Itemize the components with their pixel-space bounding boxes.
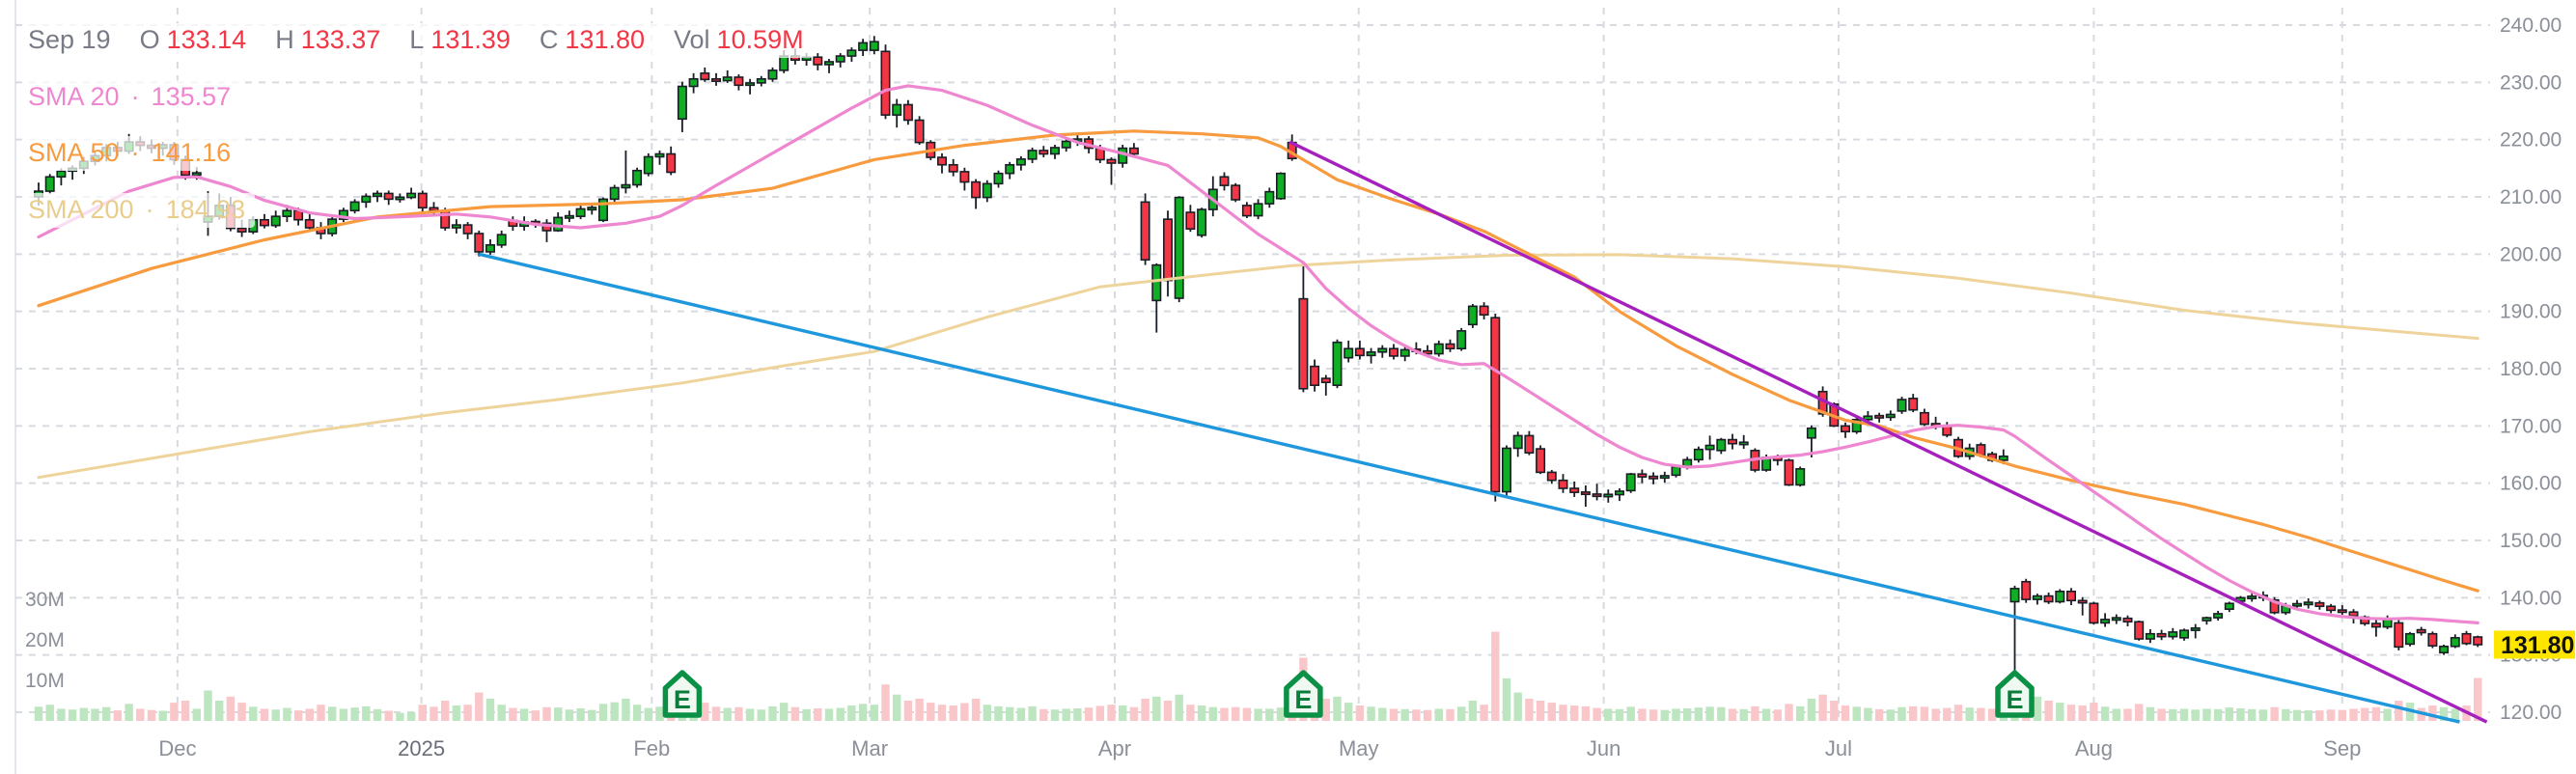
svg-text:Dec: Dec — [158, 736, 196, 760]
svg-text:Mar: Mar — [851, 736, 888, 760]
svg-text:2025: 2025 — [398, 736, 445, 760]
earnings-marker[interactable]: E — [662, 670, 703, 718]
svg-text:150.00: 150.00 — [2500, 530, 2562, 552]
legend-sma200-row[interactable]: SMA 200 · 184.93 — [25, 193, 256, 228]
price-axis-labels[interactable]: 240.00 230.00 220.00 210.00 200.00 190.00 180.… — [2500, 14, 2562, 724]
svg-text:30M: 30M — [25, 589, 65, 611]
volume-bars — [34, 631, 2482, 721]
sma50-line — [37, 129, 2479, 593]
earnings-marker[interactable]: E — [1284, 670, 1323, 718]
svg-text:120.00: 120.00 — [2500, 702, 2562, 724]
sma20-label: SMA 20 — [28, 81, 120, 111]
sma200-label: SMA 200 — [28, 195, 134, 225]
svg-text:E: E — [674, 685, 691, 714]
legend-sma20-row[interactable]: SMA 20 · 135.57 — [25, 79, 241, 115]
svg-text:190.00: 190.00 — [2500, 301, 2562, 323]
legend-volume: Vol 10.59M — [674, 25, 804, 54]
volume-axis-labels[interactable]: 30M 20M 10M — [25, 589, 65, 692]
trendline-downtrend-long[interactable] — [478, 252, 2460, 724]
legend-high: H 133.37 — [275, 25, 381, 54]
svg-text:210.00: 210.00 — [2500, 186, 2562, 208]
svg-text:Jul: Jul — [1825, 736, 1852, 760]
svg-text:10M: 10M — [25, 670, 65, 692]
time-axis-labels[interactable]: Dec 2025 Feb Mar Apr May Jun Jul Aug Sep — [158, 736, 2361, 760]
candles — [33, 36, 2483, 674]
sma50-value: 141.16 — [151, 138, 232, 168]
legend-date: Sep 19 — [28, 25, 111, 54]
svg-text:230.00: 230.00 — [2500, 71, 2562, 94]
sma20-value: 135.57 — [151, 81, 232, 111]
trendline-downtrend-steep[interactable] — [1288, 140, 2488, 724]
legend-ohlc-row[interactable]: Sep 19 O 133.14 H 133.37 L 131.39 C 131.… — [25, 23, 814, 58]
svg-text:220.00: 220.00 — [2500, 129, 2562, 152]
svg-text:Aug: Aug — [2075, 736, 2113, 760]
svg-text:Feb: Feb — [633, 736, 670, 760]
sma200-value: 184.93 — [165, 195, 246, 225]
svg-text:Apr: Apr — [1098, 736, 1131, 760]
svg-text:Sep: Sep — [2323, 736, 2361, 760]
svg-text:20M: 20M — [25, 629, 65, 651]
sma20-sep: · — [130, 81, 140, 111]
svg-text:140.00: 140.00 — [2500, 587, 2562, 609]
gridlines — [15, 8, 2490, 724]
sma20-line — [37, 84, 2479, 624]
svg-text:E: E — [1294, 685, 1312, 714]
svg-text:200.00: 200.00 — [2500, 243, 2562, 265]
earnings-marker[interactable]: E — [1995, 670, 2035, 718]
svg-text:May: May — [1339, 736, 1379, 760]
svg-text:180.00: 180.00 — [2500, 358, 2562, 380]
svg-text:Jun: Jun — [1587, 736, 1620, 760]
svg-text:160.00: 160.00 — [2500, 473, 2562, 495]
svg-text:240.00: 240.00 — [2500, 14, 2562, 37]
sma200-line — [37, 253, 2479, 480]
legend-close: C 131.80 — [539, 25, 645, 54]
sma50-label: SMA 50 — [28, 138, 120, 168]
legend-sma50-row[interactable]: SMA 50 · 141.16 — [25, 136, 241, 172]
svg-text:131.80: 131.80 — [2501, 632, 2574, 659]
legend: Sep 19 O 133.14 H 133.37 L 131.39 C 131.… — [25, 23, 814, 228]
sma50-sep: · — [130, 138, 140, 168]
svg-text:E: E — [2006, 685, 2023, 714]
last-price-tag: 131.80 — [2494, 630, 2575, 659]
sma200-sep: · — [145, 195, 154, 225]
legend-open: O 133.14 — [139, 25, 247, 54]
legend-low: L 131.39 — [409, 25, 511, 54]
svg-text:170.00: 170.00 — [2500, 415, 2562, 437]
